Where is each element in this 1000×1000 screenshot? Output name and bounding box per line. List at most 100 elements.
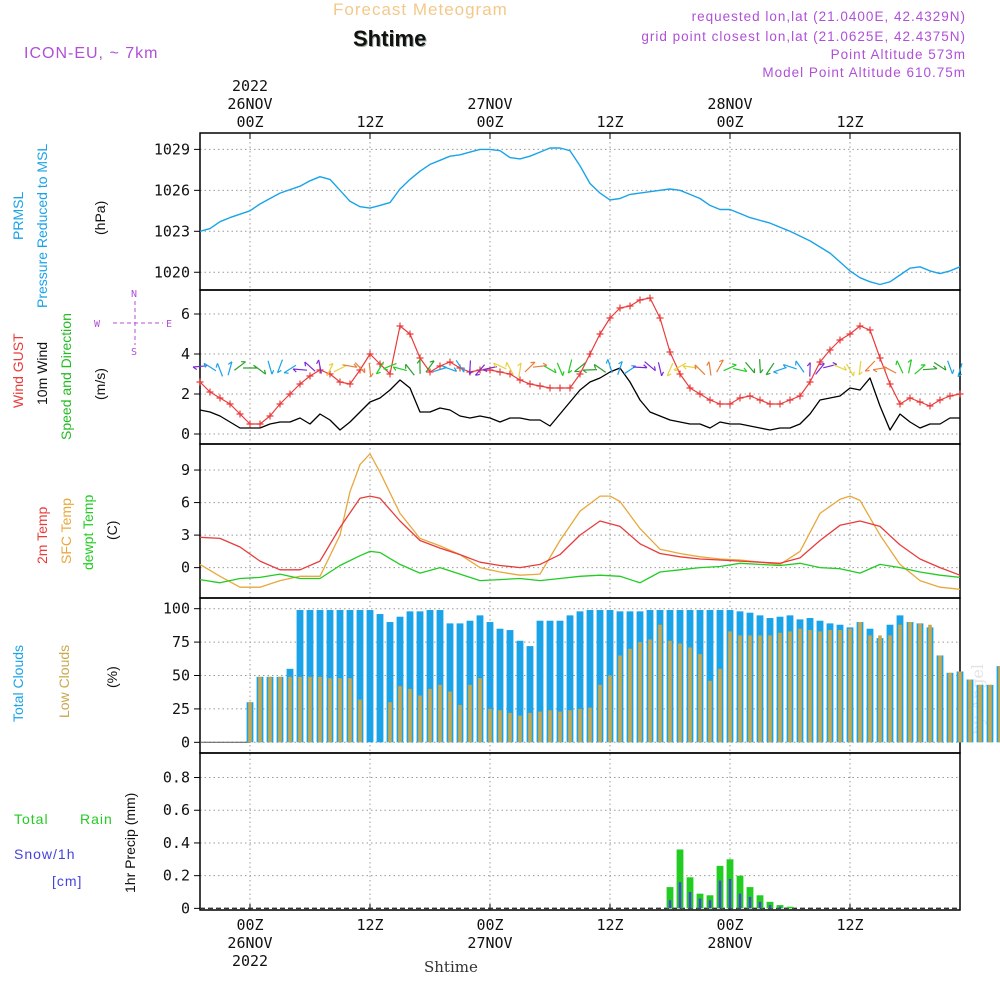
- chart-subtitle: Forecast Meteogram: [333, 0, 508, 19]
- rain-bar: [676, 849, 684, 909]
- wind-direction-arrow: [304, 361, 316, 372]
- wind-gust-point: [646, 294, 654, 302]
- wind-gust-point: [246, 420, 254, 428]
- wind-gust-point: [256, 420, 264, 428]
- low-clouds-bar: [468, 684, 472, 743]
- bottom-location-label: Shtime: [424, 958, 478, 976]
- pressure-series-line: [199, 147, 961, 286]
- wind-gust-point: [886, 380, 894, 388]
- low-clouds-bar: [878, 635, 882, 743]
- temperature-panel-frame: [199, 443, 961, 599]
- wind-gust-point: [336, 378, 344, 386]
- info-line-3: Point Altitude 573m: [830, 47, 966, 62]
- wind-gust-point: [896, 400, 904, 408]
- model-label: ICON-EU, ~ 7km: [24, 45, 159, 62]
- wind-direction-arrow: [765, 362, 775, 376]
- wind-direction-arrow: [907, 359, 913, 374]
- low-clouds-bar: [538, 711, 542, 743]
- low-clouds-bar: [628, 648, 632, 743]
- low-clouds-bar: [918, 623, 922, 743]
- low-clouds-bar: [278, 676, 282, 743]
- wind-gust-point: [856, 322, 864, 330]
- wind-direction-arrow: [845, 363, 855, 377]
- wind-direction-arrow: [806, 362, 811, 377]
- total-clouds-bar: [456, 623, 464, 743]
- total-clouds-bar: [376, 614, 384, 743]
- low-clouds-bar: [998, 666, 1000, 743]
- low-clouds-bar: [358, 699, 362, 743]
- wind-gust-point: [756, 396, 764, 404]
- wind-direction-arrow: [657, 362, 665, 377]
- wind-direction-arrow: [632, 364, 648, 369]
- low-clouds-bar: [588, 707, 592, 743]
- wind-direction-arrow: [505, 361, 514, 375]
- wind-gust-point: [706, 396, 714, 404]
- clouds-tick-label: 50: [172, 667, 190, 685]
- precip-tick-label: 0.4: [163, 834, 190, 852]
- wind-direction-arrow: [706, 361, 712, 376]
- wind-direction-arrow: [383, 362, 397, 371]
- wind-gust-point: [916, 398, 924, 406]
- low-clouds-bar: [808, 630, 812, 743]
- snow-bar: [708, 900, 712, 909]
- low-clouds-bar: [348, 678, 352, 743]
- wind-gust-point: [796, 392, 804, 400]
- location-title: Shtime: [353, 26, 427, 51]
- wind-gust-point: [826, 346, 834, 354]
- precip-tick-label: 0: [181, 899, 190, 917]
- low-clouds-bar: [708, 680, 712, 743]
- wind-gust-point: [926, 402, 934, 410]
- wind-gust-point: [296, 380, 304, 388]
- total-clouds-bar: [306, 610, 314, 743]
- info-line-4: Model Point Altitude 610.75m: [762, 65, 966, 80]
- wind-gust-point: [866, 326, 874, 334]
- wind-gust-point: [956, 390, 964, 398]
- low-clouds-bar: [448, 691, 452, 743]
- wind-direction-arrow: [455, 359, 465, 373]
- wind-gust-point: [446, 358, 454, 366]
- low-clouds-bar: [818, 631, 822, 743]
- total-clouds-bar: [526, 646, 534, 743]
- low-clouds-bar: [888, 635, 892, 743]
- total-clouds-bar: [466, 620, 474, 743]
- low-clouds-bar: [948, 672, 952, 743]
- low-clouds-bar: [578, 708, 582, 743]
- wind-gust-point: [196, 378, 204, 386]
- wind-10m-series-line: [199, 367, 960, 431]
- sfc-temp-series-line: [199, 453, 961, 590]
- wind-direction-arrow: [957, 363, 963, 378]
- bottom-time-label: 12Z: [836, 916, 863, 934]
- pressure-tick-label: 1026: [154, 181, 190, 199]
- top-time-label: 2022: [232, 77, 268, 95]
- low-clouds-bar: [868, 635, 872, 743]
- wind-direction-arrow: [666, 362, 674, 377]
- wind-gust-point: [666, 348, 674, 356]
- snow-bar: [778, 906, 782, 909]
- total-clouds-bar: [356, 610, 364, 743]
- wind-gust-point: [226, 400, 234, 408]
- top-time-label: 26NOV: [227, 95, 272, 113]
- wind-direction-arrow: [443, 366, 458, 373]
- wind-gust-point: [936, 396, 944, 404]
- precip-snow-unit-label: [cm]: [52, 873, 83, 889]
- wind-direction-arrow: [227, 361, 233, 376]
- low-clouds-bar: [848, 628, 852, 743]
- low-clouds-bar: [608, 675, 612, 743]
- low-clouds-bar: [658, 624, 662, 743]
- low-clouds-bar: [618, 655, 622, 743]
- low-clouds-bar: [308, 676, 312, 743]
- low-clouds-bar: [568, 710, 572, 743]
- snow-bar: [728, 878, 732, 909]
- wind-gust-point: [556, 384, 564, 392]
- wind-gust-point: [236, 410, 244, 418]
- wind-direction-arrow: [673, 362, 687, 372]
- wind-direction-arrow: [567, 359, 573, 374]
- precip-total-label: Total: [14, 811, 49, 827]
- wind-gust-point: [536, 382, 544, 390]
- pressure-tick-label: 1023: [154, 222, 190, 240]
- snow-bar: [698, 898, 702, 909]
- bottom-time-label: 26NOV: [227, 934, 272, 952]
- low-clouds-bar: [688, 647, 692, 743]
- wind-direction-arrow: [292, 368, 308, 373]
- wind-gust-point: [906, 394, 914, 402]
